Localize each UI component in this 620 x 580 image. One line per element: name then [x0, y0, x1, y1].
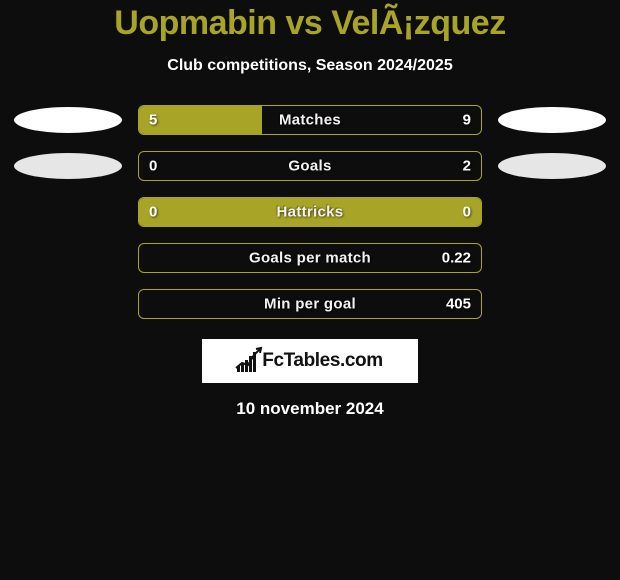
stat-right-value: 0: [463, 204, 471, 221]
stat-row: Hattricks 0 0: [0, 197, 620, 227]
left-player-marker: [14, 245, 122, 271]
stat-label: Hattricks: [277, 204, 344, 221]
stat-left-value: 0: [149, 204, 157, 221]
stat-row: Matches 5 9: [0, 105, 620, 135]
stat-right-value: 2: [463, 158, 471, 175]
stat-left-value: 0: [149, 158, 157, 175]
logo-bar-segment: [237, 366, 240, 372]
left-player-marker: [14, 107, 122, 133]
right-player-marker: [498, 291, 606, 317]
page-title: Uopmabin vs VelÃ¡zquez: [0, 4, 620, 43]
stat-row: Goals per match 0.22: [0, 243, 620, 273]
right-player-marker: [498, 245, 606, 271]
stat-bar: Goals per match 0.22: [138, 243, 482, 273]
left-player-marker: [14, 291, 122, 317]
stat-right-value: 0.22: [442, 250, 471, 267]
date-label: 10 november 2024: [0, 399, 620, 419]
right-player-marker: [498, 199, 606, 225]
stat-row: Goals 0 2: [0, 151, 620, 181]
stat-rows: Matches 5 9 Goals 0 2 Hattricks 0 0 Goals per mat…: [0, 105, 620, 319]
left-player-marker: [14, 153, 122, 179]
logo-bar-segment: [245, 360, 248, 372]
logo-text: FcTables.com: [262, 350, 383, 372]
subtitle: Club competitions, Season 2024/2025: [0, 57, 620, 75]
logo-chart-icon: [237, 350, 256, 372]
stat-label: Goals per match: [249, 250, 371, 267]
logo-box: FcTables.com: [202, 339, 418, 383]
stat-label: Matches: [279, 112, 341, 129]
left-player-marker: [14, 199, 122, 225]
stat-label: Goals: [288, 158, 331, 175]
stat-bar-fill: [139, 106, 262, 134]
logo-bar-segment: [241, 363, 244, 372]
stat-left-value: 5: [149, 112, 157, 129]
stat-row: Min per goal 405: [0, 289, 620, 319]
logo-bar-segment: [249, 356, 252, 372]
stat-right-value: 9: [463, 112, 471, 129]
stat-label: Min per goal: [264, 296, 356, 313]
comparison-infographic: Uopmabin vs VelÃ¡zquez Club competitions…: [0, 0, 620, 580]
stat-bar: Hattricks 0 0: [138, 197, 482, 227]
stat-bar: Matches 5 9: [138, 105, 482, 135]
right-player-marker: [498, 153, 606, 179]
stat-bar: Min per goal 405: [138, 289, 482, 319]
stat-bar: Goals 0 2: [138, 151, 482, 181]
stat-right-value: 405: [446, 296, 471, 313]
logo-bar-segment: [253, 352, 256, 372]
right-player-marker: [498, 107, 606, 133]
